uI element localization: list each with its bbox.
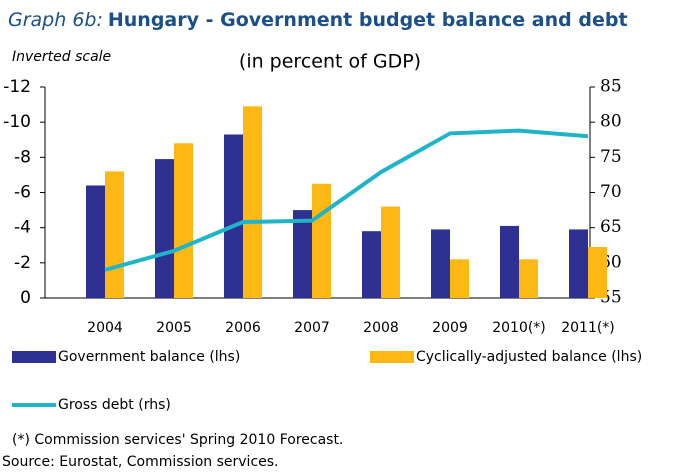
- bar: [362, 231, 381, 298]
- y2-tick-label: 80: [600, 112, 622, 132]
- y2-tick-label: 75: [600, 147, 622, 167]
- legend-swatch: [370, 351, 414, 363]
- bar: [519, 259, 538, 298]
- annotation: Inverted scale: [12, 49, 111, 65]
- footnote: Source: Eurostat, Commission services.: [2, 454, 279, 470]
- line: [104, 128, 589, 272]
- y2-tick-label: 70: [600, 182, 622, 202]
- legend-label: Gross debt (rhs): [58, 397, 171, 413]
- x-tick-label: 2008: [363, 320, 399, 336]
- x-tick-label: 2006: [225, 320, 261, 336]
- footnote: (*) Commission services' Spring 2010 For…: [12, 432, 343, 448]
- bar: [431, 229, 450, 298]
- y2-tick-label: 85: [600, 77, 622, 97]
- bar: [293, 210, 312, 298]
- title-prefix: Graph 6b:: [8, 9, 103, 31]
- bar: [381, 206, 400, 298]
- x-tick-label: 2009: [432, 320, 468, 336]
- chart-title: Graph 6b: Hungary - Government budget bal…: [8, 9, 628, 31]
- x-tick-label: 2011(*): [561, 320, 615, 336]
- bar: [450, 259, 469, 298]
- bar: [155, 159, 174, 298]
- y-tick-label: -2: [14, 253, 31, 273]
- bar: [569, 229, 588, 298]
- bar: [500, 225, 519, 298]
- bar: [588, 247, 607, 298]
- y2-tick-label: 65: [600, 217, 622, 237]
- x-tick-label: 2005: [156, 320, 192, 336]
- y-tick-label: -12: [3, 77, 31, 97]
- bar: [243, 106, 262, 298]
- y-tick-label: 0: [20, 288, 31, 308]
- y-tick-label: -8: [14, 147, 31, 167]
- subtitle: (in percent of GDP): [239, 51, 421, 73]
- legend-label: Government balance (lhs): [58, 349, 240, 365]
- y-tick-label: -10: [3, 112, 31, 132]
- bar: [105, 171, 124, 298]
- bar: [174, 143, 193, 298]
- x-tick-label: 2007: [294, 320, 330, 336]
- y-tick-label: -4: [14, 218, 31, 238]
- y-tick-label: -6: [14, 183, 31, 203]
- x-tick-label: 2010(*): [492, 320, 546, 336]
- bar: [224, 134, 243, 298]
- bar: [312, 183, 331, 298]
- legend-label: Cyclically-adjusted balance (lhs): [416, 349, 642, 365]
- bar: [86, 185, 105, 298]
- title-main: Hungary - Government budget balance and …: [108, 9, 628, 31]
- legend-swatch: [12, 351, 56, 363]
- x-tick-label: 2004: [87, 320, 123, 336]
